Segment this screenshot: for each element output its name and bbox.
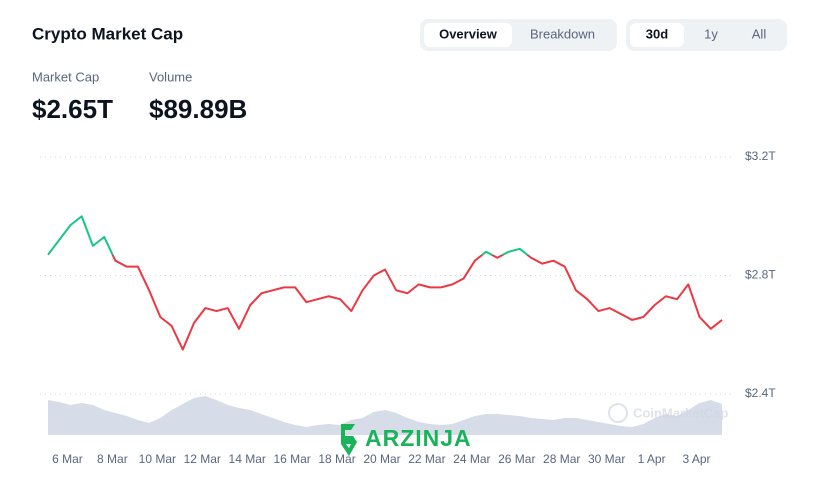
stat-label: Volume	[149, 69, 192, 84]
x-tick-label: 22 Mar	[408, 452, 445, 466]
x-tick-label: 28 Mar	[543, 452, 580, 466]
tab[interactable]: Breakdown	[530, 26, 595, 41]
x-tick-label: 16 Mar	[273, 452, 310, 466]
range-tab[interactable]: All	[752, 26, 767, 41]
x-tick-label: 12 Mar	[184, 452, 221, 466]
volume-area	[48, 396, 722, 435]
y-tick-label: $2.8T	[745, 268, 776, 282]
range-active-bg	[630, 23, 684, 47]
plot: $3.2T $2.8T $2.4T 6 Mar 8 Mar 10 Mar 12 Mar 14 …	[40, 149, 776, 466]
x-tick-label: 1 Apr	[638, 452, 666, 466]
range-tab[interactable]: 30d	[646, 26, 668, 41]
x-tick-label: 10 Mar	[139, 452, 176, 466]
tab[interactable]: Overview	[439, 26, 498, 41]
x-tick-label: 6 Mar	[52, 452, 83, 466]
stat-value: $2.65T	[32, 94, 113, 124]
y-tick-label: $2.4T	[745, 386, 776, 400]
market-cap-line	[47, 215, 723, 351]
range-tab[interactable]: 1y	[704, 26, 718, 41]
brand-icon	[341, 424, 357, 456]
brand-text: ARZINJA	[365, 425, 472, 451]
x-tick-label: 26 Mar	[498, 452, 535, 466]
x-tick-label: 24 Mar	[453, 452, 490, 466]
tab-active-bg	[424, 23, 512, 47]
watermark-icon	[608, 403, 628, 423]
x-tick-label: 3 Apr	[683, 452, 711, 466]
x-tick-label: 8 Mar	[97, 452, 128, 466]
title: Crypto Market Cap	[32, 24, 183, 43]
stat-label: Market Cap	[32, 69, 99, 84]
stat-value: $89.89B	[149, 94, 247, 124]
tabs: Overview Breakdown 30d 1y All	[424, 23, 766, 47]
x-tick-label: 30 Mar	[588, 452, 625, 466]
x-tick-label: 14 Mar	[229, 452, 266, 466]
x-tick-label: 20 Mar	[363, 452, 400, 466]
y-tick-label: $3.2T	[745, 149, 776, 163]
brand-watermark: ARZINJA	[341, 424, 472, 456]
x-tick-label: 18 Mar	[318, 452, 355, 466]
